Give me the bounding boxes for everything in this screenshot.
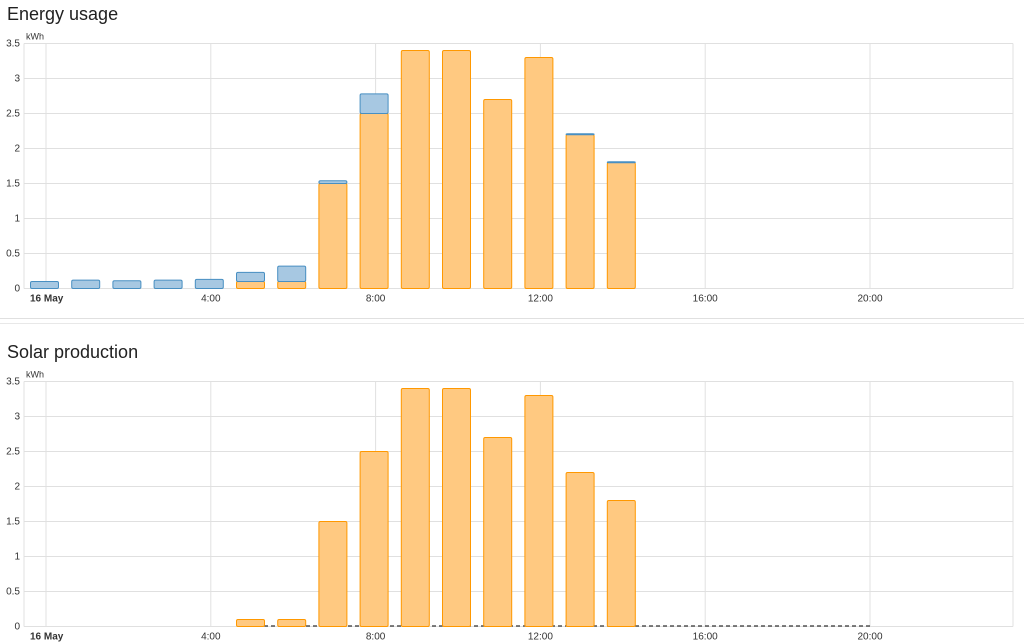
usage-x-tick-label: 4:00 [201,294,221,305]
usage-bar-grid-000[interactable] [30,281,59,289]
usage-y-tick-label: 2.5 [6,109,20,120]
usage-bar-grid-1300[interactable] [565,133,595,136]
usage-bar-grid-400[interactable] [194,278,224,289]
energy-usage-title: Energy usage [7,4,119,24]
usage-y-tick-label: 0 [14,284,20,295]
usage-y-tick-label: 1.5 [6,179,20,190]
solar-bar-solar-900[interactable] [400,388,430,627]
usage-y-unit-label: kWh [26,32,44,42]
solar-y-tick-label: 3 [14,412,20,423]
usage-bar-solar-1000[interactable] [442,50,471,289]
card-divider-shadow [0,323,1024,324]
solar-bar-solar-1100[interactable] [483,437,513,627]
usage-y-tick-label: 1 [14,214,20,225]
solar-y-tick-label: 2 [14,482,20,493]
solar-x-tick-label: 16:00 [693,632,718,643]
solar-x-tick-label: 12:00 [528,632,553,643]
usage-bar-solar-500[interactable] [236,281,265,289]
usage-bar-solar-700[interactable] [318,183,348,289]
usage-y-tick-label: 3 [14,74,20,85]
solar-production-chart: 0 0.5 1 1.5 2 2.5 3 3.5 kWh 16 May 4:00 8:00 12:00 16… [6,370,1014,643]
usage-bar-grid-700[interactable] [318,180,348,184]
usage-bar-solar-900[interactable] [400,50,430,289]
usage-bar-grid-800[interactable] [359,93,389,115]
usage-bar-grid-600[interactable] [277,265,307,283]
solar-y-tick-label: 1 [14,552,20,563]
usage-bar-grid-300[interactable] [153,279,183,290]
solar-bar-solar-500[interactable] [236,619,265,627]
solar-bar-solar-1000[interactable] [442,388,471,627]
usage-y-tick-label: 0.5 [6,249,20,260]
usage-y-tick-label: 3.5 [6,39,20,50]
usage-x-tick-label: 16:00 [693,294,718,305]
solar-y-tick-label: 3.5 [6,377,20,388]
usage-bar-grid-100[interactable] [71,279,101,290]
usage-bar-grid-500[interactable] [236,271,265,282]
energy-usage-chart: 0 0.5 1 1.5 2 2.5 3 3.5 kWh 16 May 4:00 8:00 12:00 16… [6,32,1014,305]
usage-x-tick-label: 20:00 [857,294,882,305]
usage-bar-solar-1200[interactable] [524,57,554,289]
usage-bar-solar-1400[interactable] [606,162,636,289]
solar-y-tick-label: 2.5 [6,447,20,458]
usage-bar-solar-600[interactable] [277,281,307,289]
solar-bar-solar-1200[interactable] [524,395,554,627]
solar-x-tick-label: 8:00 [366,632,386,643]
usage-bar-solar-1300[interactable] [565,134,595,289]
solar-y-tick-label: 1.5 [6,517,20,528]
solar-bar-solar-700[interactable] [318,521,348,627]
solar-y-unit-label: kWh [26,370,44,380]
usage-x-tick-label: 8:00 [366,294,386,305]
solar-production-title: Solar production [7,342,139,362]
solar-y-tick-label: 0.5 [6,587,20,598]
usage-x-tick-label: 16 May [30,294,64,305]
usage-bar-solar-1100[interactable] [483,99,513,289]
solar-y-tick-label: 0 [14,622,20,633]
solar-x-tick-label: 16 May [30,632,64,643]
usage-x-tick-label: 12:00 [528,294,553,305]
solar-bar-solar-800[interactable] [359,451,389,627]
usage-bar-grid-200[interactable] [112,280,142,289]
usage-bar-grid-1400[interactable] [606,161,636,164]
solar-bar-solar-600[interactable] [277,619,307,627]
usage-bar-solar-800[interactable] [359,113,389,289]
card-divider [0,318,1024,319]
solar-x-tick-label: 4:00 [201,632,221,643]
solar-bar-solar-1400[interactable] [606,500,636,627]
solar-x-tick-label: 20:00 [857,632,882,643]
usage-y-tick-label: 2 [14,144,20,155]
solar-bar-solar-1300[interactable] [565,472,595,627]
